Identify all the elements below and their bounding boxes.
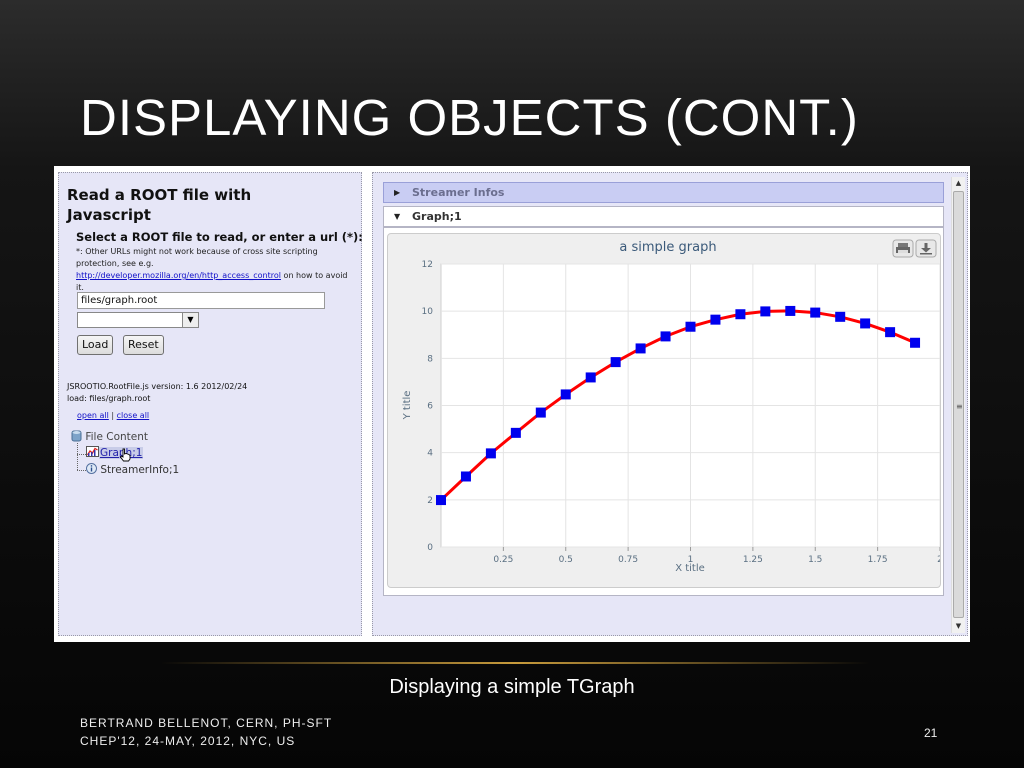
note-prefix: *: Other URLs might not work because of … — [76, 247, 318, 268]
panel-title: Read a ROOT file with Javascript — [67, 186, 252, 224]
y-tick-label: 2 — [427, 496, 433, 506]
hand-cursor-icon — [119, 448, 131, 462]
download-button[interactable] — [915, 239, 937, 258]
data-point — [436, 495, 446, 506]
x-tick-label: 0.25 — [493, 555, 513, 565]
data-point — [610, 357, 621, 368]
data-point — [810, 307, 821, 318]
y-tick-label: 6 — [427, 402, 433, 412]
page-number: 21 — [924, 726, 938, 740]
divider-line — [160, 662, 870, 664]
graph-chart: 0 2 4 6 8 10 12 0.25 0.5 0.75 1 1.25 1.5 1.75 2 a simp… — [402, 239, 940, 574]
y-tick-label: 8 — [427, 354, 433, 364]
x-tick-label: 0.5 — [559, 555, 573, 565]
version-info: JSROOTIO.RootFile.js version: 1.6 2012/0… — [67, 381, 247, 405]
data-point — [835, 311, 846, 322]
data-point — [760, 306, 771, 317]
y-tick-label: 0 — [427, 543, 433, 553]
file-url-input[interactable] — [77, 292, 325, 309]
accordion-label: Streamer Infos — [412, 186, 505, 199]
graph-container: 0 2 4 6 8 10 12 0.25 0.5 0.75 1 1.25 1.5 1.75 2 a simp… — [387, 233, 941, 588]
data-point — [710, 314, 721, 325]
chevron-down-icon[interactable]: ▼ — [182, 313, 198, 327]
open-all-link[interactable]: open all — [77, 411, 109, 420]
scroll-down-icon[interactable]: ▼ — [955, 622, 962, 630]
chevron-down-icon: ▼ — [394, 212, 401, 221]
data-point — [685, 321, 696, 332]
y-tick-label: 12 — [422, 260, 433, 270]
y-axis-label: Y title — [402, 391, 413, 421]
tree-item-graph[interactable]: Graph;1 — [86, 446, 144, 462]
cross-site-note: *: Other URLs might not work because of … — [76, 246, 352, 294]
tree-item-streamerinfo[interactable]: StreamerInfo;1 — [86, 463, 179, 476]
scrollbar-thumb[interactable]: ≡ — [953, 191, 964, 618]
file-select[interactable]: ▼ — [77, 312, 199, 328]
chart-title: a simple graph — [619, 240, 716, 255]
tree-controls: open all | close all — [77, 411, 149, 420]
x-tick-label: 2 — [937, 555, 940, 565]
tree-root[interactable]: File Content — [71, 430, 148, 443]
data-point — [585, 372, 596, 383]
x-tick-label: 1 — [688, 555, 694, 565]
data-point — [660, 331, 671, 342]
tree-item-label: Graph;1 — [99, 447, 144, 459]
link-separator: | — [111, 411, 115, 420]
grip-icon: ≡ — [956, 402, 963, 411]
data-point — [485, 448, 496, 459]
accordion-label: Graph;1 — [412, 210, 462, 223]
x-axis-label: X title — [675, 563, 705, 574]
y-tick-label: 4 — [427, 449, 433, 459]
data-point — [910, 337, 921, 348]
note-suffix: on how to avoid it. — [76, 271, 348, 292]
x-tick-label: 1.5 — [808, 555, 822, 565]
tree-connector — [77, 470, 86, 471]
slide-caption: Displaying a simple TGraph — [389, 676, 635, 698]
data-point — [535, 407, 546, 418]
data-point — [510, 427, 521, 438]
footer-author: BERTRAND BELLENOT, CERN, PH-SFT — [80, 716, 333, 730]
display-panel: ▶ Streamer Infos ▼ Graph;1 0 2 4 6 8 10 12 0.25… — [372, 172, 968, 636]
x-tick-label: 1.25 — [743, 555, 763, 565]
accordion-header-graph[interactable]: ▼ Graph;1 — [383, 206, 944, 227]
data-point — [785, 305, 796, 316]
data-point — [860, 318, 871, 329]
data-point — [635, 343, 646, 354]
app-screenshot: Read a ROOT file with Javascript Select … — [54, 166, 970, 642]
tree-root-label: File Content — [85, 431, 149, 443]
database-icon — [71, 430, 82, 442]
accordion-content-graph: 0 2 4 6 8 10 12 0.25 0.5 0.75 1 1.25 1.5 1.75 2 a simp… — [383, 227, 944, 596]
load-button[interactable]: Load — [77, 335, 114, 355]
slide-title: DISPLAYING OBJECTS (CONT.) — [80, 89, 859, 146]
mozilla-access-control-link[interactable]: http://developer.mozilla.org/en/http_acc… — [76, 271, 281, 280]
footer-event: CHEP'12, 24-MAY, 2012, NYC, US — [80, 734, 296, 748]
vertical-scrollbar[interactable]: ▲ ≡ ▼ — [951, 177, 965, 633]
file-panel: Read a ROOT file with Javascript Select … — [58, 172, 363, 636]
version-text: JSROOTIO.RootFile.js version: 1.6 2012/0… — [67, 382, 248, 391]
data-point — [885, 327, 896, 338]
x-tick-label: 0.75 — [618, 555, 638, 565]
data-point — [560, 389, 571, 400]
accordion-header-streamer-infos[interactable]: ▶ Streamer Infos — [383, 182, 944, 203]
data-point — [460, 471, 471, 482]
info-icon — [86, 463, 97, 474]
load-text: load: files/graph.root — [67, 394, 151, 403]
close-all-link[interactable]: close all — [116, 411, 150, 420]
data-point — [735, 309, 746, 320]
download-icon — [920, 243, 932, 255]
panel-subtitle: Select a ROOT file to read, or enter a u… — [76, 230, 363, 244]
print-icon — [896, 243, 910, 253]
print-button[interactable] — [892, 239, 914, 258]
tree-connector — [77, 443, 78, 470]
x-tick-label: 1.75 — [868, 555, 888, 565]
chevron-right-icon: ▶ — [394, 188, 401, 197]
scroll-up-icon[interactable]: ▲ — [955, 179, 962, 187]
reset-button[interactable]: Reset — [123, 335, 164, 355]
tree-item-label: StreamerInfo;1 — [100, 464, 180, 476]
tree-connector — [77, 454, 86, 455]
graph-icon — [86, 446, 99, 457]
y-tick-label: 10 — [422, 307, 434, 317]
